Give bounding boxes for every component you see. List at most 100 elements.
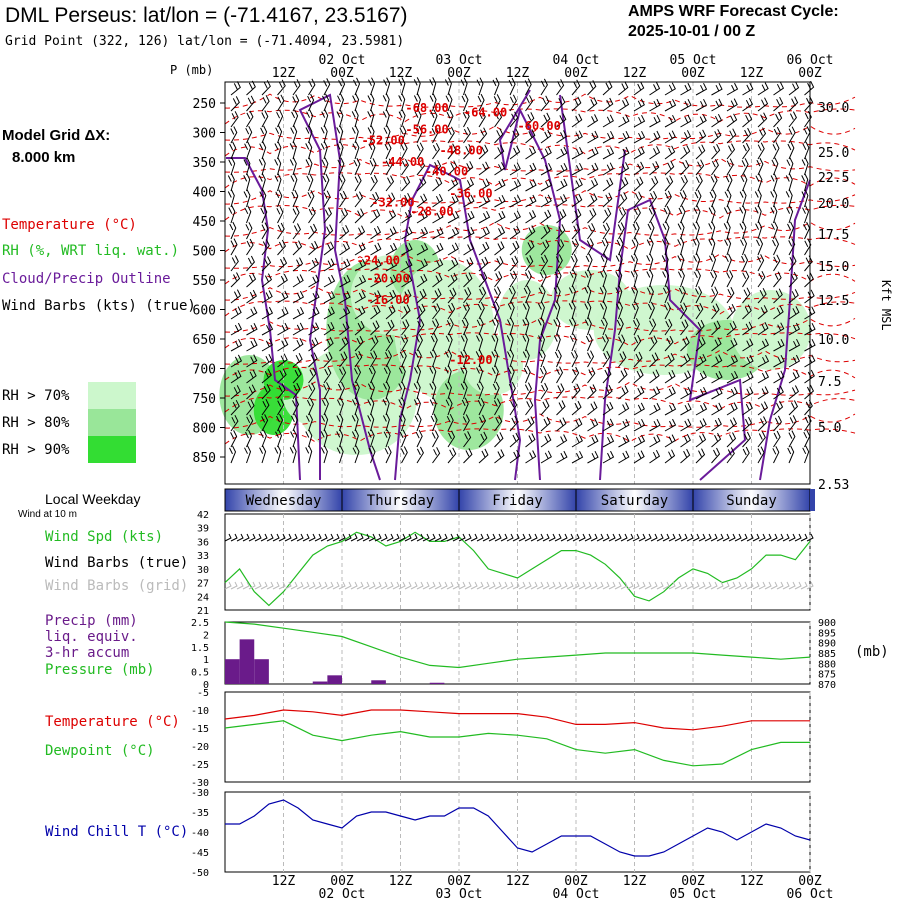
- wind-barb-786: [633, 402, 645, 416]
- wind-barb-507: [432, 288, 442, 304]
- wind-barb-grid: [728, 581, 736, 590]
- temperature-contour-7: [224, 204, 856, 221]
- wind-barb-304: [228, 205, 236, 224]
- wind-barb-650: [292, 352, 303, 368]
- wind-barb-653: [339, 351, 348, 368]
- wind-barb-315: [401, 209, 413, 224]
- wind-barb-127: [431, 126, 439, 144]
- wind-barb-690: [323, 366, 332, 384]
- wind-barb-260: [725, 173, 733, 192]
- wind-barb-891: [494, 449, 505, 464]
- wind-barb-317: [432, 210, 444, 224]
- wind-barb-324: [540, 209, 552, 224]
- wind-barb-488: [726, 270, 734, 288]
- wind-barb-360: [509, 225, 521, 240]
- wind-barb-true: [674, 533, 682, 542]
- wind-barb-grid: [338, 581, 346, 590]
- wind-barb-776: [477, 397, 485, 416]
- wind-barb-663: [491, 349, 499, 368]
- wind-barb-900: [633, 450, 645, 464]
- wind-barb-5: [308, 78, 316, 96]
- wind-barb-116: [260, 125, 268, 144]
- wind-barb-grid: [758, 581, 766, 590]
- wind-barb-409: [677, 237, 685, 256]
- wind-barb-220: [695, 159, 705, 176]
- wind-barb-895: [556, 450, 568, 464]
- wind-barb-511: [493, 286, 501, 304]
- wind-barb-110: [757, 112, 768, 128]
- wind-barb-236: [354, 174, 362, 192]
- wind-barb-358: [478, 226, 490, 240]
- wind-barb-true: [398, 533, 406, 542]
- wind-barb-643: [773, 338, 785, 352]
- wind-barb-grid: [578, 581, 586, 590]
- wind-barb-180: [664, 145, 676, 160]
- wind-barb-193: [274, 157, 282, 176]
- bottom-hour-label: 00Z: [564, 874, 588, 889]
- wind-barb-659: [429, 349, 437, 368]
- wind-barb-651: [308, 352, 318, 368]
- wind-barb-440: [570, 253, 578, 272]
- wind-barb-469: [432, 273, 443, 288]
- wind-barb-108: [726, 113, 738, 128]
- wind-barb-902: [664, 449, 676, 464]
- wind-barb-392: [416, 242, 429, 256]
- wind-barb-903: [680, 448, 691, 464]
- wind-barb-true: [788, 533, 796, 542]
- wind-barb-106: [695, 114, 707, 128]
- wind-barb-452: [757, 254, 765, 272]
- wind-barb-436: [509, 255, 519, 272]
- wind-barb-66: [664, 98, 677, 112]
- wind-barb-33: [742, 82, 754, 96]
- wind-barb-true: [314, 533, 322, 542]
- wind-barb-455: [804, 255, 813, 272]
- wind-barb-553: [553, 301, 561, 320]
- wind-barb-181: [680, 145, 691, 160]
- wind-barb-215: [618, 162, 630, 176]
- wind-barb-326: [571, 208, 582, 224]
- wind-barb-542: [385, 304, 396, 320]
- wind-barb-737: [460, 381, 468, 400]
- wind-barb-377: [771, 221, 779, 240]
- wind-barb-376: [755, 221, 763, 240]
- wind-barb-10: [383, 77, 391, 96]
- wind-barb-502: [354, 290, 366, 304]
- wind-barb-445: [646, 253, 654, 272]
- wind-barb-514: [538, 285, 546, 304]
- wind-barb-32: [726, 82, 739, 96]
- wind-barb-403: [586, 238, 594, 256]
- wind-barb-660: [445, 349, 453, 368]
- wind-barb-69: [711, 98, 723, 112]
- bottom-hour-label: 00Z: [330, 874, 354, 889]
- wind-barb-218: [664, 160, 675, 176]
- wind-barb-160: [352, 141, 360, 160]
- wind-barb-818: [540, 416, 551, 432]
- wind-barb-541: [370, 305, 381, 320]
- wind-barb-743: [556, 383, 565, 400]
- wind-barb-40: [261, 95, 270, 112]
- wind-barb-811: [430, 413, 438, 432]
- wind-barb-true: [284, 533, 292, 542]
- bottom-hour-label: 00Z: [447, 874, 471, 889]
- wind-barb-true: [734, 533, 742, 542]
- wind-barb-true: [752, 533, 760, 542]
- wind-barb-grid: [362, 581, 370, 590]
- wind-barb-144: [695, 129, 707, 144]
- wind-barb-430: [416, 258, 428, 272]
- wind-barb-59: [556, 96, 566, 112]
- wind-barb-true: [326, 533, 334, 542]
- wind-barb-true: [644, 533, 652, 542]
- wind-barb-421: [277, 256, 288, 272]
- wind-barb-true: [500, 533, 508, 542]
- pressure-tick: 875: [818, 670, 836, 681]
- wind-barb-205: [463, 161, 474, 176]
- wind-barb-162: [384, 141, 392, 160]
- wind-barb-518: [599, 285, 607, 304]
- wind-barb-451: [741, 253, 749, 272]
- wind-barb-280: [447, 194, 459, 208]
- wind-barb-602: [726, 320, 737, 336]
- wind-barb-grid: [524, 581, 532, 590]
- wind-barb-306: [260, 205, 268, 224]
- wind-barb-467: [401, 274, 413, 288]
- wind-barb-true: [308, 533, 316, 542]
